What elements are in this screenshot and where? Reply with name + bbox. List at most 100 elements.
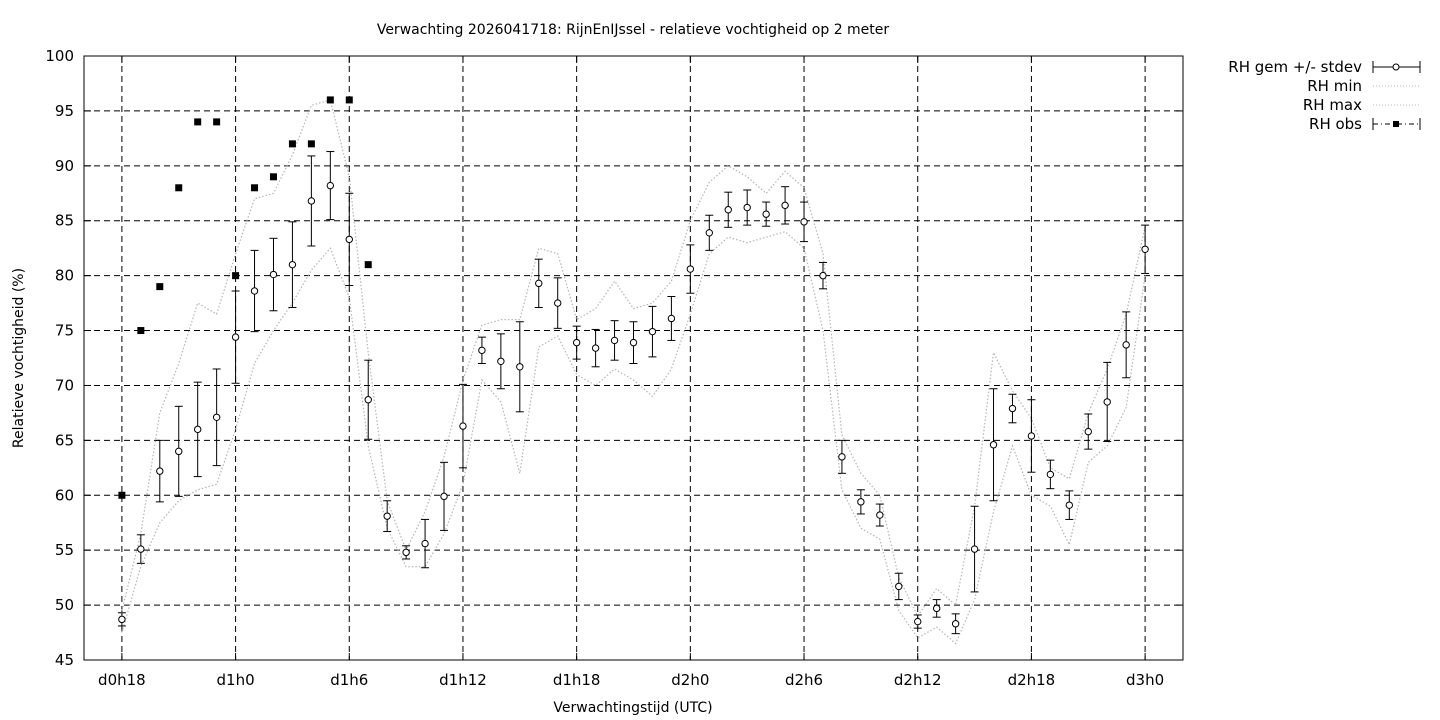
mean-point bbox=[951, 620, 960, 628]
mean-point bbox=[516, 363, 524, 371]
mean-point bbox=[857, 498, 865, 506]
mean-point bbox=[307, 197, 316, 205]
mean-point bbox=[1065, 501, 1074, 509]
y-axis-label: Relatieve vochtigheid (%) bbox=[11, 268, 27, 448]
mean-point bbox=[914, 617, 922, 626]
mean-point bbox=[326, 181, 335, 190]
y-tick-label: 70 bbox=[55, 376, 74, 394]
obs-point bbox=[345, 96, 353, 104]
mean-point bbox=[250, 287, 259, 295]
mean-point bbox=[838, 453, 846, 461]
obs-point bbox=[118, 491, 126, 499]
y-tick-label: 60 bbox=[55, 486, 74, 504]
mean-point bbox=[137, 545, 145, 553]
legend-label-mean: RH gem +/- stdev bbox=[1228, 58, 1362, 76]
y-tick-label: 80 bbox=[55, 267, 74, 285]
legend-label-min: RH min bbox=[1307, 77, 1362, 95]
legend-entry-max: RH max bbox=[1303, 96, 1420, 114]
obs-point bbox=[232, 272, 240, 280]
legend: RH gem +/- stdev RH min RH max RH obs bbox=[1228, 58, 1421, 133]
mean-point bbox=[175, 447, 183, 456]
x-tick-label: d1h0 bbox=[217, 671, 255, 689]
y-tick-label: 65 bbox=[55, 431, 74, 449]
x-tick-label: d2h18 bbox=[1008, 671, 1056, 689]
obs-point bbox=[175, 184, 183, 192]
y-tick-label: 95 bbox=[55, 102, 74, 120]
mean-point bbox=[402, 548, 410, 557]
mean-point bbox=[610, 336, 619, 345]
legend-marker-mean bbox=[1392, 63, 1400, 71]
y-tick-label: 85 bbox=[55, 212, 74, 230]
x-tick-label: d1h12 bbox=[439, 671, 487, 689]
mean-point bbox=[193, 425, 202, 434]
y-tick-label: 45 bbox=[55, 651, 74, 669]
x-axis-label: Verwachtingstijd (UTC) bbox=[553, 700, 712, 716]
mean-point bbox=[686, 265, 695, 273]
obs-point bbox=[194, 118, 202, 126]
mean-point bbox=[1122, 341, 1130, 349]
x-tick-label: d2h0 bbox=[671, 671, 709, 689]
mean-point bbox=[743, 203, 751, 212]
obs-point bbox=[307, 140, 315, 148]
obs-point bbox=[364, 261, 372, 269]
mean-point bbox=[629, 338, 638, 347]
x-tick-label: d2h12 bbox=[894, 671, 942, 689]
legend-marker-obs bbox=[1393, 121, 1399, 127]
mean-point bbox=[895, 582, 903, 591]
error-bars bbox=[117, 151, 1150, 635]
mean-point bbox=[591, 344, 600, 352]
mean-point bbox=[724, 206, 732, 214]
points bbox=[118, 181, 1149, 628]
mean-point bbox=[989, 441, 998, 449]
mean-point bbox=[1008, 404, 1017, 413]
mean-point bbox=[1141, 245, 1149, 253]
legend-label-max: RH max bbox=[1303, 96, 1362, 114]
mean-point bbox=[572, 338, 581, 347]
x-tick-labels: d0h18 d1h0 d1h6 d1h12 d1h18 d2h0 d2h6 d2h12 d2h1… bbox=[98, 671, 1164, 689]
obs-point bbox=[326, 96, 334, 104]
obs-point bbox=[269, 173, 277, 181]
legend-entry-min: RH min bbox=[1307, 77, 1420, 95]
y-tick-label: 50 bbox=[55, 596, 74, 614]
legend-entry-obs: RH obs bbox=[1309, 115, 1421, 133]
obs-point bbox=[213, 118, 221, 126]
mean-point bbox=[421, 539, 429, 548]
mean-point bbox=[932, 604, 941, 613]
mean-point bbox=[781, 201, 789, 210]
mean-point bbox=[269, 270, 278, 279]
mean-point bbox=[762, 210, 770, 218]
mean-point bbox=[231, 333, 240, 341]
mean-point bbox=[876, 511, 884, 519]
mean-point bbox=[440, 492, 448, 501]
plot-frame bbox=[83, 55, 1184, 661]
axis-ticks bbox=[84, 55, 1183, 661]
mean-point bbox=[212, 413, 221, 422]
mean-point bbox=[970, 545, 979, 553]
obs-point bbox=[288, 140, 296, 148]
mean-point bbox=[156, 467, 164, 475]
y-tick-label: 90 bbox=[55, 157, 74, 175]
mean-point bbox=[705, 229, 713, 237]
obs-points bbox=[118, 96, 372, 499]
chart-title: Verwachting 2026041718: RijnEnIJssel - r… bbox=[377, 22, 890, 38]
mean-point bbox=[667, 314, 676, 323]
x-tick-label: d2h6 bbox=[785, 671, 823, 689]
mean-point bbox=[288, 260, 297, 269]
x-tick-label: d0h18 bbox=[98, 671, 146, 689]
mean-point bbox=[383, 512, 391, 520]
rh-min-line bbox=[121, 231, 1146, 645]
obs-point bbox=[251, 184, 259, 192]
mean-point bbox=[1103, 398, 1111, 406]
x-tick-label: d1h18 bbox=[553, 671, 601, 689]
mean-point bbox=[1046, 470, 1055, 479]
y-tick-label: 100 bbox=[45, 47, 74, 65]
mean-point bbox=[554, 299, 562, 307]
mean-point bbox=[648, 327, 657, 336]
mean-point bbox=[459, 422, 467, 430]
x-tick-label: d3h0 bbox=[1126, 671, 1164, 689]
legend-entry-mean: RH gem +/- stdev bbox=[1228, 58, 1421, 76]
mean-point bbox=[800, 218, 808, 226]
mean-point bbox=[497, 357, 505, 365]
x-tick-label: d1h6 bbox=[330, 671, 368, 689]
